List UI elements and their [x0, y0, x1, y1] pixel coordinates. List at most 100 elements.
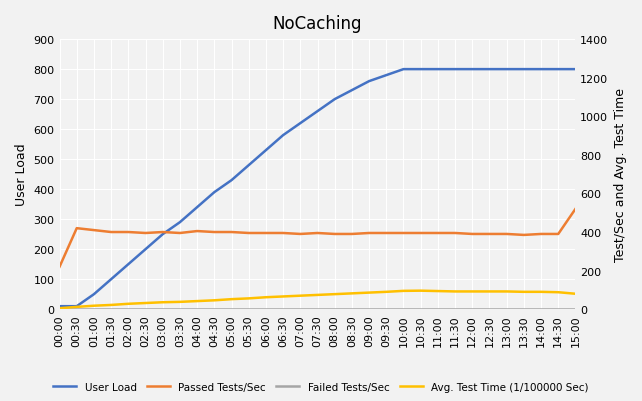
User Load: [555, 67, 562, 72]
Passed Tests/Sec: [451, 231, 459, 236]
Avg. Test Time (1/100000 Sec): [279, 294, 287, 299]
User Load: [331, 97, 338, 102]
Avg. Test Time (1/100000 Sec): [73, 305, 81, 310]
Avg. Test Time (1/100000 Sec): [193, 299, 201, 304]
User Load: [348, 89, 356, 93]
Line: Passed Tests/Sec: Passed Tests/Sec: [60, 209, 575, 267]
Passed Tests/Sec: [434, 231, 442, 236]
Avg. Test Time (1/100000 Sec): [520, 290, 528, 294]
User Load: [365, 79, 373, 84]
Passed Tests/Sec: [73, 226, 81, 231]
Failed Tests/Sec: [417, 307, 424, 312]
Passed Tests/Sec: [537, 232, 545, 237]
User Load: [469, 67, 476, 72]
Avg. Test Time (1/100000 Sec): [142, 301, 150, 306]
Passed Tests/Sec: [297, 232, 304, 237]
User Load: [297, 122, 304, 126]
Avg. Test Time (1/100000 Sec): [125, 302, 132, 306]
Passed Tests/Sec: [485, 232, 493, 237]
Failed Tests/Sec: [125, 307, 132, 312]
User Load: [262, 148, 270, 153]
User Load: [125, 262, 132, 267]
Failed Tests/Sec: [331, 307, 338, 312]
Failed Tests/Sec: [279, 307, 287, 312]
User Load: [176, 220, 184, 225]
Avg. Test Time (1/100000 Sec): [571, 292, 579, 296]
User Load: [211, 190, 218, 195]
User Load: [383, 73, 390, 78]
User Load: [451, 67, 459, 72]
Avg. Test Time (1/100000 Sec): [314, 293, 322, 298]
Avg. Test Time (1/100000 Sec): [417, 289, 424, 294]
User Load: [228, 178, 236, 183]
Passed Tests/Sec: [365, 231, 373, 236]
Failed Tests/Sec: [211, 307, 218, 312]
Avg. Test Time (1/100000 Sec): [211, 298, 218, 303]
Passed Tests/Sec: [159, 230, 166, 235]
User Load: [56, 304, 64, 309]
Failed Tests/Sec: [485, 307, 493, 312]
Avg. Test Time (1/100000 Sec): [365, 290, 373, 295]
Failed Tests/Sec: [399, 307, 407, 312]
Failed Tests/Sec: [537, 307, 545, 312]
Failed Tests/Sec: [555, 307, 562, 312]
Passed Tests/Sec: [279, 231, 287, 236]
Failed Tests/Sec: [228, 307, 236, 312]
Passed Tests/Sec: [571, 207, 579, 212]
Passed Tests/Sec: [245, 231, 252, 236]
Avg. Test Time (1/100000 Sec): [262, 295, 270, 300]
Avg. Test Time (1/100000 Sec): [537, 290, 545, 294]
User Load: [503, 67, 510, 72]
Failed Tests/Sec: [262, 307, 270, 312]
Failed Tests/Sec: [73, 307, 81, 312]
User Load: [399, 67, 407, 72]
Passed Tests/Sec: [503, 232, 510, 237]
User Load: [485, 67, 493, 72]
Avg. Test Time (1/100000 Sec): [297, 294, 304, 298]
Passed Tests/Sec: [469, 232, 476, 237]
User Load: [279, 134, 287, 138]
Passed Tests/Sec: [520, 233, 528, 238]
Avg. Test Time (1/100000 Sec): [555, 290, 562, 295]
User Load: [537, 67, 545, 72]
Avg. Test Time (1/100000 Sec): [159, 300, 166, 305]
Avg. Test Time (1/100000 Sec): [228, 297, 236, 302]
Passed Tests/Sec: [331, 232, 338, 237]
Avg. Test Time (1/100000 Sec): [383, 290, 390, 294]
Avg. Test Time (1/100000 Sec): [434, 289, 442, 294]
Passed Tests/Sec: [90, 228, 98, 233]
Passed Tests/Sec: [262, 231, 270, 236]
User Load: [417, 67, 424, 72]
Passed Tests/Sec: [125, 230, 132, 235]
Passed Tests/Sec: [399, 231, 407, 236]
Failed Tests/Sec: [193, 307, 201, 312]
Failed Tests/Sec: [142, 307, 150, 312]
Failed Tests/Sec: [245, 307, 252, 312]
Avg. Test Time (1/100000 Sec): [451, 289, 459, 294]
Failed Tests/Sec: [571, 307, 579, 312]
Failed Tests/Sec: [314, 307, 322, 312]
Failed Tests/Sec: [297, 307, 304, 312]
Passed Tests/Sec: [383, 231, 390, 236]
Failed Tests/Sec: [383, 307, 390, 312]
User Load: [142, 247, 150, 252]
Legend: User Load, Passed Tests/Sec, Failed Tests/Sec, Avg. Test Time (1/100000 Sec): User Load, Passed Tests/Sec, Failed Test…: [49, 377, 593, 396]
Failed Tests/Sec: [176, 307, 184, 312]
User Load: [107, 277, 115, 282]
Passed Tests/Sec: [555, 232, 562, 237]
User Load: [193, 205, 201, 210]
Failed Tests/Sec: [365, 307, 373, 312]
Failed Tests/Sec: [434, 307, 442, 312]
Failed Tests/Sec: [451, 307, 459, 312]
Line: Avg. Test Time (1/100000 Sec): Avg. Test Time (1/100000 Sec): [60, 291, 575, 308]
Passed Tests/Sec: [56, 265, 64, 269]
Avg. Test Time (1/100000 Sec): [503, 289, 510, 294]
Passed Tests/Sec: [228, 230, 236, 235]
Failed Tests/Sec: [159, 307, 166, 312]
Passed Tests/Sec: [417, 231, 424, 236]
Failed Tests/Sec: [56, 307, 64, 312]
User Load: [314, 109, 322, 114]
Failed Tests/Sec: [469, 307, 476, 312]
Failed Tests/Sec: [90, 307, 98, 312]
User Load: [90, 292, 98, 297]
